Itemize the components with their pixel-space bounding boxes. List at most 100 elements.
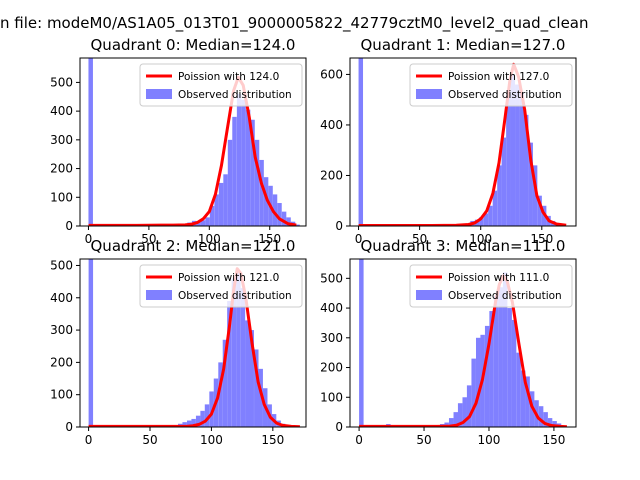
- x-tick-label: 50: [142, 433, 157, 447]
- legend-observed-label: Observed distribution: [178, 290, 292, 302]
- y-tick-label: 200: [320, 361, 343, 375]
- histogram-bar: [259, 159, 264, 226]
- histogram-bar: [543, 412, 548, 427]
- histogram-bar: [498, 287, 503, 427]
- histogram-bar: [552, 421, 557, 427]
- axes-frame: [349, 57, 577, 227]
- histogram-bar: [493, 296, 499, 427]
- legend: Poission with 124.0 Observed distribution: [139, 63, 303, 107]
- histogram-bar: [489, 311, 494, 427]
- histogram-bar: [205, 217, 210, 226]
- histogram-bar: [249, 330, 254, 427]
- histogram-bar: [358, 58, 364, 226]
- histogram-bar: [209, 391, 214, 427]
- histogram-bar: [196, 221, 201, 226]
- histogram-bar: [209, 205, 215, 226]
- poisson-fit-line: [88, 75, 297, 226]
- legend-observed-label: Observed distribution: [178, 89, 292, 101]
- legend-observed-label: Observed distribution: [448, 89, 562, 101]
- histogram-bar: [254, 349, 259, 427]
- legend-bar-swatch: [146, 89, 172, 99]
- histogram-bar: [497, 165, 502, 226]
- histogram-bar: [507, 308, 512, 427]
- x-tick-label: 0: [355, 232, 363, 246]
- y-tick-label: 400: [50, 291, 73, 305]
- x-tick-label: 0: [85, 433, 93, 447]
- y-tick-label: 0: [335, 420, 343, 434]
- histogram-bar: [457, 403, 463, 427]
- quadrant-3-panel: 0 50 100 150 0 100 200 300 400 500 Quadrant 3: Med…: [320, 237, 577, 447]
- histogram-bar: [231, 278, 237, 427]
- x-tick-label: 50: [416, 433, 431, 447]
- quadrant-0-panel: 0 50 100 150 0 100 200 300 400 500 Quadrant 0: Med…: [50, 36, 307, 246]
- y-tick-label: 200: [320, 168, 343, 182]
- histogram-bar: [245, 320, 250, 427]
- legend-box: [409, 264, 573, 308]
- axes-frame: [79, 258, 307, 428]
- histogram-bar: [272, 194, 278, 226]
- histogram-bar: [250, 119, 255, 226]
- histogram-bar: [506, 94, 511, 226]
- x-tick-label: 0: [355, 433, 363, 447]
- histogram-bar: [227, 301, 232, 427]
- legend-observed-label: Observed distribution: [448, 290, 562, 302]
- histogram-bar: [218, 182, 224, 226]
- legend-fit-label: Poission with 111.0: [448, 272, 549, 284]
- x-tick-label: 150: [530, 232, 553, 246]
- histogram-bar: [286, 217, 291, 226]
- histogram-bar: [502, 272, 508, 427]
- histogram-bar: [182, 422, 187, 427]
- y-tick-label: 0: [65, 219, 73, 233]
- histogram-bar: [218, 362, 223, 427]
- legend-fit-label: Poission with 127.0: [448, 71, 549, 83]
- x-tick-label: 150: [261, 433, 284, 447]
- y-tick-label: 400: [320, 118, 343, 132]
- histogram-bar: [222, 339, 228, 427]
- histogram-bar: [88, 259, 94, 427]
- y-tick-label: 400: [50, 104, 73, 118]
- axes-frame: [79, 57, 307, 227]
- y-tick-label: 300: [50, 323, 73, 337]
- histogram-bar: [223, 174, 228, 226]
- histogram-bar: [236, 93, 242, 226]
- histogram-bar: [227, 139, 233, 226]
- legend-box: [139, 63, 303, 107]
- quadrant-2-panel: 0 50 100 150 0 100 200 300 400 500 Quadrant 2: Med…: [50, 237, 307, 447]
- y-tick-label: 200: [50, 162, 73, 176]
- histogram-bar: [528, 142, 533, 226]
- histogram-bar: [519, 92, 525, 226]
- histogram-bar: [191, 418, 196, 427]
- histogram-bar: [516, 352, 521, 427]
- histogram-bar: [479, 217, 484, 226]
- poisson-fit-line: [358, 62, 567, 226]
- x-tick-label: 100: [469, 232, 492, 246]
- histogram-bar: [483, 213, 489, 226]
- histogram-bar: [236, 271, 241, 427]
- x-tick-label: 150: [258, 232, 281, 246]
- histogram-bar: [547, 418, 553, 427]
- x-tick-label: 0: [85, 232, 93, 246]
- legend: Poission with 121.0 Observed distribution: [139, 264, 303, 308]
- histogram-bar: [510, 74, 515, 226]
- x-tick-label: 100: [198, 232, 221, 246]
- histogram-bar: [511, 319, 517, 427]
- x-tick-label: 150: [542, 433, 565, 447]
- legend-bar-swatch: [416, 89, 442, 99]
- histogram-bar: [520, 370, 526, 427]
- histogram-bar: [462, 397, 467, 427]
- histogram-bar: [200, 410, 205, 427]
- histogram-bar: [492, 190, 498, 226]
- histogram-bar: [195, 415, 201, 427]
- histogram-bar: [241, 99, 246, 226]
- histogram-bar: [281, 211, 287, 226]
- histogram-bar: [295, 224, 300, 226]
- y-tick-label: 500: [50, 258, 73, 272]
- histogram-bar: [484, 325, 490, 427]
- figure-suptitle: n file: modeM0/AS1A05_013T01_9000005822_…: [0, 14, 589, 33]
- y-tick-label: 100: [50, 388, 73, 402]
- histogram-bar: [359, 259, 364, 427]
- y-tick-label: 500: [50, 75, 73, 89]
- panel-title: Quadrant 3: Median=111.0: [361, 237, 566, 255]
- histogram-bar: [515, 84, 520, 226]
